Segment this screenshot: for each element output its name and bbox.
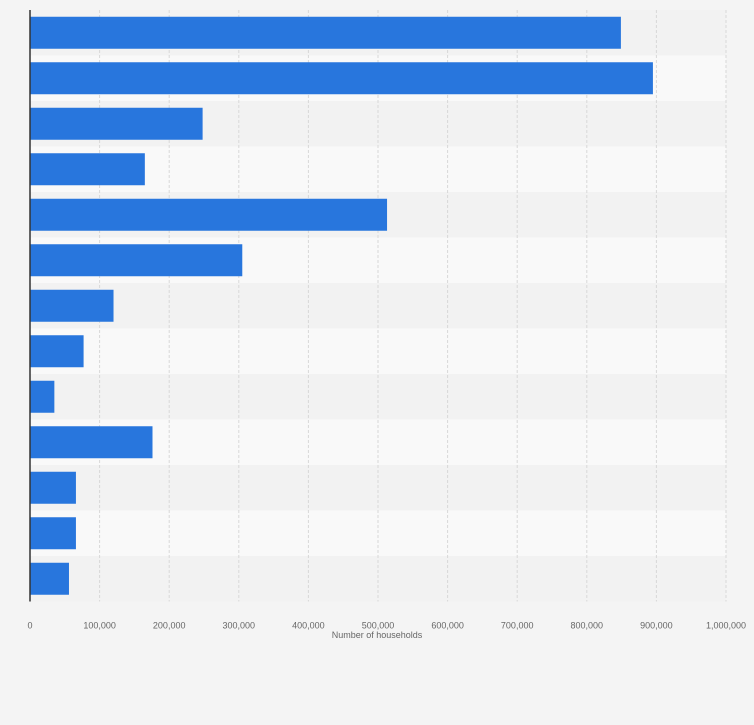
- row-band: [30, 146, 726, 192]
- x-axis-title: Number of households: [332, 630, 423, 640]
- bar[interactable]: [30, 426, 153, 459]
- x-tick-label: 300,000: [223, 621, 256, 631]
- x-tick-label: 400,000: [292, 621, 325, 631]
- bar[interactable]: [30, 289, 114, 322]
- row-band: [30, 510, 726, 556]
- x-tick-label: 100,000: [83, 621, 116, 631]
- x-tick-label: 800,000: [571, 621, 604, 631]
- row-band: [30, 556, 726, 602]
- x-tick-label: 0: [27, 621, 32, 631]
- x-tick-label: 200,000: [153, 621, 186, 631]
- bar[interactable]: [30, 517, 76, 550]
- bar[interactable]: [30, 380, 55, 413]
- bar[interactable]: [30, 153, 145, 186]
- bar[interactable]: [30, 471, 76, 504]
- x-tick-label: 1,000,000: [706, 621, 746, 631]
- x-tick-label: 500,000: [362, 621, 395, 631]
- bar[interactable]: [30, 562, 69, 595]
- bar[interactable]: [30, 107, 203, 140]
- bars: [30, 16, 653, 595]
- x-tick-labels: 0 100,000 200,000 300,000 400,000 500,000 600,…: [27, 621, 746, 631]
- x-tick-label: 600,000: [431, 621, 464, 631]
- bar[interactable]: [30, 16, 621, 49]
- x-tick-label: 900,000: [640, 621, 673, 631]
- bar[interactable]: [30, 62, 653, 95]
- x-tick-label: 700,000: [501, 621, 534, 631]
- bar[interactable]: [30, 335, 84, 368]
- bar[interactable]: [30, 244, 243, 277]
- bar[interactable]: [30, 198, 388, 231]
